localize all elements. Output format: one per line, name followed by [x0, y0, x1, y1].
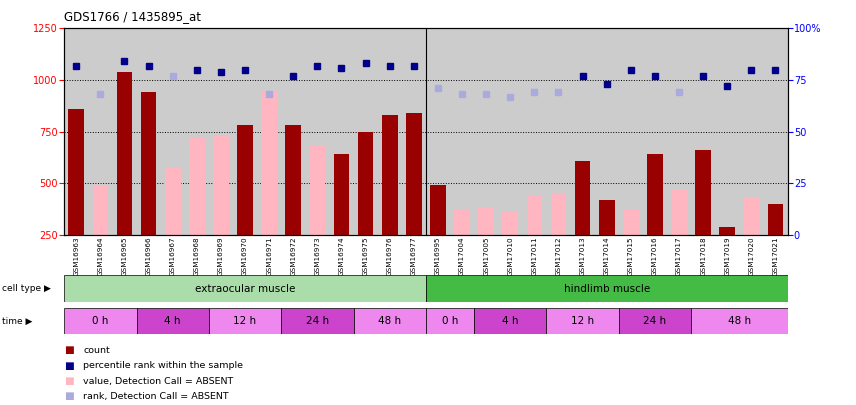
Bar: [116, 72, 133, 235]
Bar: [354, 308, 425, 334]
Bar: [502, 212, 518, 235]
Text: 4 h: 4 h: [502, 316, 519, 326]
Bar: [425, 275, 788, 302]
Bar: [691, 308, 788, 334]
Bar: [281, 308, 354, 334]
Bar: [140, 92, 157, 235]
Bar: [574, 160, 591, 235]
Text: 48 h: 48 h: [378, 316, 401, 326]
Bar: [671, 190, 687, 235]
Text: 0 h: 0 h: [92, 316, 109, 326]
Bar: [64, 308, 136, 334]
Bar: [237, 126, 253, 235]
Bar: [550, 194, 567, 235]
Bar: [92, 185, 108, 235]
Bar: [358, 132, 373, 235]
Bar: [768, 204, 783, 235]
Text: time ▶: time ▶: [2, 316, 32, 326]
Bar: [430, 185, 446, 235]
Bar: [382, 115, 397, 235]
Text: rank, Detection Call = ABSENT: rank, Detection Call = ABSENT: [83, 392, 229, 401]
Bar: [474, 308, 546, 334]
Bar: [425, 308, 474, 334]
Bar: [719, 227, 735, 235]
Text: GDS1766 / 1435895_at: GDS1766 / 1435895_at: [64, 10, 201, 23]
Bar: [285, 126, 301, 235]
Bar: [526, 196, 542, 235]
Text: 48 h: 48 h: [728, 316, 751, 326]
Text: 0 h: 0 h: [442, 316, 458, 326]
Bar: [406, 113, 422, 235]
Bar: [189, 138, 205, 235]
Text: 12 h: 12 h: [571, 316, 594, 326]
Text: hindlimb muscle: hindlimb muscle: [563, 284, 650, 294]
Bar: [165, 167, 181, 235]
Bar: [619, 308, 691, 334]
Bar: [334, 154, 349, 235]
Text: count: count: [83, 346, 110, 355]
Bar: [209, 308, 281, 334]
Bar: [68, 109, 84, 235]
Text: extraocular muscle: extraocular muscle: [195, 284, 295, 294]
Bar: [455, 210, 470, 235]
Bar: [695, 150, 711, 235]
Text: 4 h: 4 h: [164, 316, 181, 326]
Text: ■: ■: [64, 361, 74, 371]
Bar: [213, 136, 229, 235]
Text: value, Detection Call = ABSENT: value, Detection Call = ABSENT: [83, 377, 234, 386]
Text: ■: ■: [64, 392, 74, 401]
Text: 12 h: 12 h: [234, 316, 257, 326]
Bar: [261, 92, 277, 235]
Bar: [310, 146, 325, 235]
Text: ■: ■: [64, 376, 74, 386]
Text: ■: ■: [64, 345, 74, 355]
Bar: [64, 275, 425, 302]
Bar: [479, 208, 494, 235]
Bar: [599, 200, 615, 235]
Text: percentile rank within the sample: percentile rank within the sample: [83, 361, 243, 370]
Text: cell type ▶: cell type ▶: [2, 284, 51, 293]
Bar: [546, 308, 619, 334]
Bar: [647, 154, 663, 235]
Bar: [136, 308, 209, 334]
Text: 24 h: 24 h: [644, 316, 667, 326]
Text: 24 h: 24 h: [306, 316, 329, 326]
Bar: [744, 198, 759, 235]
Bar: [623, 210, 639, 235]
